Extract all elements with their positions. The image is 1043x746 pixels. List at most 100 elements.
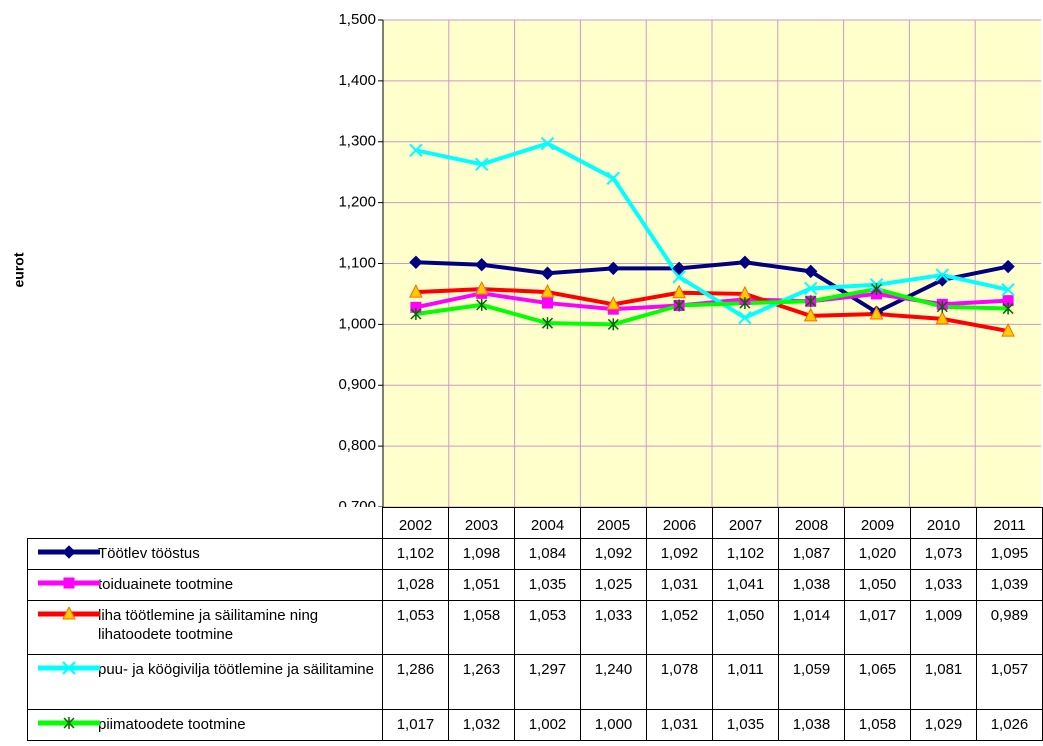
- value-label: 1,052: [646, 600, 713, 655]
- marker-shape: [62, 607, 76, 620]
- value-label: 1,297: [514, 654, 581, 710]
- value-label: 1,035: [514, 569, 581, 601]
- y-tick-label: 1,300: [338, 133, 376, 150]
- marker: [62, 607, 76, 620]
- y-tick-label: 1,400: [338, 72, 376, 89]
- y-tick-label: 1,100: [338, 254, 376, 271]
- marker: [803, 281, 818, 296]
- marker-shape: [935, 310, 950, 325]
- value-label: 1,028: [382, 569, 449, 601]
- value-label: 1,041: [712, 569, 779, 601]
- marker-shape: [62, 661, 76, 675]
- x-tick-label: 2005: [580, 507, 647, 539]
- series-row: Töötlev tööstus 1,102 1,098 1,084 1,092 1,092…: [27, 538, 1043, 570]
- value-label: 1,059: [778, 654, 845, 710]
- x-tick-label: 2004: [514, 507, 581, 539]
- value-label: 1,039: [976, 569, 1043, 601]
- y-tick-label: 1,000: [338, 315, 376, 332]
- legend-label: piimatoodete tootmine: [98, 716, 246, 733]
- marker-shape: [606, 261, 621, 276]
- series-row: liha töötlemine ja säilitamine ning liha…: [27, 600, 1043, 655]
- value-label: 1,032: [448, 709, 515, 741]
- legend-swatch: [38, 577, 100, 589]
- marker-shape: [606, 296, 621, 310]
- value-label: 1,017: [844, 600, 911, 655]
- marker: [1001, 259, 1015, 274]
- marker-shape: [62, 545, 76, 559]
- value-label: 1,240: [580, 654, 647, 710]
- marker: [62, 545, 76, 559]
- marker: [739, 297, 751, 310]
- legend-cell: Töötlev tööstus: [27, 538, 383, 570]
- marker: [62, 661, 76, 675]
- marker: [409, 143, 423, 157]
- value-label: 1,011: [712, 654, 779, 710]
- data-table: 2002 2003 2004 2005 2006 2007 2008 2009 2010 2011…: [27, 507, 1043, 741]
- marker: [1001, 282, 1015, 297]
- blank-cell: [28, 508, 383, 539]
- marker: [869, 305, 884, 320]
- marker-shape: [63, 577, 75, 589]
- value-label: 1,092: [580, 538, 647, 570]
- marker: [673, 299, 685, 312]
- value-label: 1,031: [646, 709, 713, 741]
- header-row: 2002 2003 2004 2005 2006 2007 2008 2009 2010 2011: [28, 507, 1043, 539]
- marker: [606, 296, 621, 310]
- marker-shape: [474, 157, 489, 171]
- marker-shape: [672, 270, 686, 284]
- marker: [410, 308, 422, 321]
- marker: [474, 258, 489, 272]
- marker: [935, 268, 950, 282]
- value-label: 1,050: [712, 600, 779, 655]
- marker: [63, 577, 75, 589]
- marker: [409, 283, 423, 298]
- value-label: 0,989: [976, 600, 1043, 655]
- value-label: 1,053: [514, 600, 581, 655]
- value-label: 1,084: [514, 538, 581, 570]
- marker: [540, 266, 555, 280]
- value-label: 1,087: [778, 538, 845, 570]
- x-tick-label: 2007: [712, 507, 779, 539]
- marker: [541, 317, 554, 330]
- value-label: 1,078: [646, 654, 713, 710]
- marker: [870, 283, 883, 296]
- value-label: 1,000: [580, 709, 647, 741]
- legend-swatch: [38, 717, 100, 729]
- marker: [542, 297, 553, 309]
- legend-cell: liha töötlemine ja säilitamine ning liha…: [27, 600, 383, 655]
- value-label: 1,035: [712, 709, 779, 741]
- marker: [474, 280, 489, 295]
- value-label: 1,017: [382, 709, 449, 741]
- marker-shape: [409, 143, 423, 157]
- x-tick-label: 2002: [382, 507, 449, 539]
- marker-shape: [1001, 259, 1015, 274]
- value-label: 1,102: [712, 538, 779, 570]
- y-tick-label: 1,500: [338, 11, 376, 28]
- legend-cell: puu- ja köögivilja töötlemine ja säilita…: [27, 654, 383, 710]
- marker-shape: [542, 297, 553, 309]
- value-label: 1,092: [646, 538, 713, 570]
- marker: [540, 136, 555, 151]
- value-label: 1,050: [844, 569, 911, 601]
- marker-shape: [606, 171, 621, 185]
- value-label: 1,031: [646, 569, 713, 601]
- marker-shape: [738, 255, 752, 269]
- series-line: [415, 287, 1009, 334]
- value-label: 1,020: [844, 538, 911, 570]
- marker: [805, 295, 817, 308]
- x-tick-label: 2009: [844, 507, 911, 539]
- x-tick-label: 2008: [778, 507, 845, 539]
- x-tick-label: 2010: [910, 507, 977, 539]
- x-tick-label: 2006: [646, 507, 713, 539]
- marker: [738, 310, 752, 325]
- marker-shape: [869, 305, 884, 320]
- value-label: 1,102: [382, 538, 449, 570]
- marker-shape: [803, 264, 818, 279]
- marker: [803, 307, 818, 322]
- marker-shape: [738, 310, 752, 325]
- series-row: toiduainete tootmine 1,028 1,051 1,035 1,025…: [27, 569, 1043, 601]
- marker: [672, 270, 686, 284]
- marker: [738, 255, 752, 269]
- value-label: 1,026: [976, 709, 1043, 741]
- y-axis-label: eurot: [11, 252, 27, 287]
